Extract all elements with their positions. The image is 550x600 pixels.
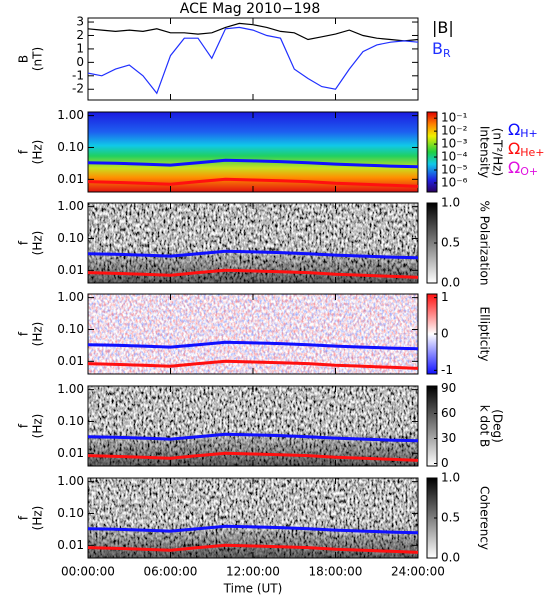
colorbar-title: k dot B <box>478 405 492 447</box>
colorbar-tick-label: 0.5 <box>441 511 460 525</box>
series-line <box>87 249 419 260</box>
colorbar-tick-label: 10⁻¹ <box>441 111 468 125</box>
y-axis-title: (Hz) <box>31 231 45 256</box>
y-tick-label: 0.01 <box>57 263 84 277</box>
y-tick-label: 0.10 <box>57 140 84 154</box>
series-line <box>87 359 419 370</box>
y-tick-label: 0.01 <box>57 538 84 552</box>
colorbar-tick-label: 1 <box>441 290 449 304</box>
y-axis-title: (Hz) <box>31 322 45 347</box>
y-tick-label: 0.10 <box>57 414 84 428</box>
colorbar-tick-label: 1.0 <box>441 471 460 485</box>
legend-label: |B| <box>432 18 454 37</box>
y-tick-label: 0.01 <box>57 172 84 186</box>
colorbar-tick-label: 0.5 <box>441 236 460 250</box>
y-tick-label: 1.00 <box>57 199 84 213</box>
colorbar-title: Coherency <box>478 486 492 550</box>
colorbar-tick-label: 0 <box>441 327 449 341</box>
y-tick-label: 3 <box>76 15 84 29</box>
colorbar-title: (Deg) <box>491 409 505 443</box>
y-axis-title: f <box>17 515 31 520</box>
colorbar-tick-label: 10⁻⁴ <box>441 150 468 164</box>
ion-subscript: He+ <box>520 146 544 159</box>
y-axis-title: f <box>17 423 31 428</box>
colorbar-tick-label: 60 <box>441 406 456 420</box>
series-line <box>87 524 419 535</box>
series-line <box>87 451 419 462</box>
legend-subscript: R <box>443 47 451 60</box>
ion-symbol: Ω <box>508 120 520 139</box>
y-tick-label: 0.10 <box>57 231 84 245</box>
colorbar-title: Ellipticity <box>478 307 492 362</box>
y-tick-label: -2 <box>72 82 84 96</box>
series-line <box>87 177 419 188</box>
ion-label: ΩHe+ <box>508 139 545 160</box>
y-axis-title: f <box>17 240 31 245</box>
colorbar-tick-label: 10⁻⁶ <box>441 175 468 189</box>
colorbar-tick-label: 1.0 <box>441 196 460 210</box>
colorbar-tick-label: 0 <box>441 456 449 470</box>
y-tick-label: 1.00 <box>57 382 84 396</box>
y-axis-title: f <box>17 149 31 154</box>
y-axis-title: f <box>17 331 31 336</box>
series-line <box>87 340 419 351</box>
legend-label: B <box>432 39 443 58</box>
y-tick-label: 1.00 <box>57 108 84 122</box>
ion-subscript: O+ <box>520 165 538 178</box>
colorbar-title: (nT²/Hz) <box>491 128 505 176</box>
colorbar-title: Intensity <box>478 126 492 178</box>
colorbar-tick-label: -1 <box>441 363 453 377</box>
colorbar-tick-label: 10⁻² <box>441 124 468 138</box>
y-tick-label: 0 <box>76 55 84 69</box>
x-tick-label: 24:00:00 <box>391 565 445 579</box>
y-tick-label: 0.10 <box>57 322 84 336</box>
y-tick-label: 1.00 <box>57 290 84 304</box>
colorbar-tick-label: 0.0 <box>441 551 460 565</box>
colorbar-tick-label: 0.0 <box>441 276 460 290</box>
y-tick-label: 2 <box>76 28 84 42</box>
ion-symbol: Ω <box>508 139 520 158</box>
y-tick-label: 0.01 <box>57 446 84 460</box>
legend-entry: BR <box>432 39 451 61</box>
ion-symbol: Ω <box>508 158 520 177</box>
chart-title: ACE Mag 2010−198 <box>180 1 320 17</box>
ion-subscript: H+ <box>520 127 538 140</box>
series-line <box>87 432 419 443</box>
y-tick-label: 1 <box>76 41 84 55</box>
colorbar <box>426 111 438 193</box>
y-axis-title: (nT) <box>31 47 45 71</box>
x-tick-label: 00:00:00 <box>61 565 115 579</box>
x-tick-label: 06:00:00 <box>144 565 198 579</box>
y-tick-label: 1.00 <box>57 474 84 488</box>
x-tick-label: 12:00:00 <box>226 565 280 579</box>
x-tick-label: 18:00:00 <box>309 565 363 579</box>
y-tick-label: 0.10 <box>57 506 84 520</box>
y-axis-title: (Hz) <box>31 414 45 439</box>
series-line <box>87 158 419 169</box>
colorbar-tick-label: 90 <box>441 381 456 395</box>
y-axis-title: (Hz) <box>31 506 45 531</box>
colorbar-tick-label: 10⁻³ <box>441 137 468 151</box>
series-line <box>87 26 419 95</box>
y-axis-title: B <box>17 55 31 63</box>
colorbar-tick-label: 10⁻⁵ <box>441 162 468 176</box>
colorbar-title: % Polarization <box>478 201 492 286</box>
legend-entry: |B| <box>432 18 454 37</box>
colorbar <box>426 385 438 467</box>
x-axis-title: Time (UT) <box>223 582 283 596</box>
y-tick-label: -1 <box>72 68 84 82</box>
colorbar-tick-label: 30 <box>441 431 456 445</box>
y-tick-label: 0.01 <box>57 354 84 368</box>
ion-label: ΩO+ <box>508 158 538 179</box>
y-axis-title: (Hz) <box>31 140 45 165</box>
series-line <box>87 543 419 554</box>
series-line <box>87 22 419 42</box>
series-line <box>87 268 419 279</box>
ion-label: ΩH+ <box>508 120 538 141</box>
